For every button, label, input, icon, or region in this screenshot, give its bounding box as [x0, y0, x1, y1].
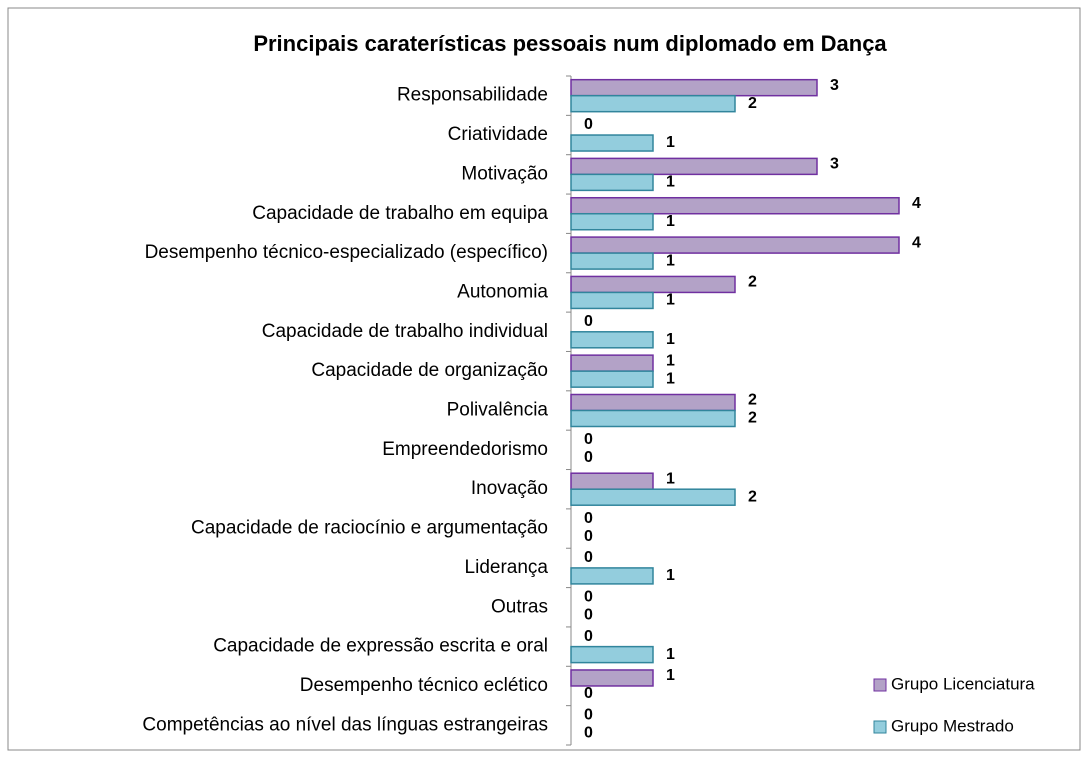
data-label: 0	[584, 628, 593, 645]
legend-label: Grupo Licenciatura	[891, 674, 1035, 693]
y-tick-label: Liderança	[465, 557, 549, 578]
bar	[570, 472, 654, 490]
data-label: 0	[584, 313, 593, 330]
data-label: 0	[584, 685, 593, 702]
data-label: 0	[584, 588, 593, 605]
data-label: 0	[584, 528, 593, 545]
data-label: 1	[666, 213, 675, 230]
data-label: 2	[748, 95, 757, 112]
data-label: 1	[666, 470, 675, 487]
y-tick-label: Motivação	[461, 163, 548, 184]
chart-title: Principais caraterísticas pessoais num d…	[253, 31, 887, 56]
data-label: 2	[748, 274, 757, 291]
y-tick-label: Polivalência	[447, 400, 549, 421]
y-tick-label: Empreendedorismo	[382, 439, 548, 460]
data-label: 2	[748, 410, 757, 427]
data-label: 0	[584, 725, 593, 742]
bar	[570, 370, 654, 388]
y-tick-label: Competências ao nível das línguas estran…	[142, 714, 548, 735]
bar	[570, 409, 736, 428]
y-tick-label: Capacidade de trabalho em equipa	[252, 203, 548, 224]
y-tick-label: Inovação	[471, 478, 548, 499]
data-label: 4	[912, 234, 921, 251]
y-tick-label: Capacidade de trabalho individual	[262, 321, 548, 342]
bar	[570, 78, 818, 97]
legend-swatch	[873, 720, 887, 734]
data-label: 2	[748, 392, 757, 409]
data-label: 0	[584, 707, 593, 724]
chart-border	[7, 7, 1081, 751]
bar	[570, 275, 736, 294]
data-label: 3	[830, 77, 839, 94]
bar	[570, 331, 654, 349]
y-tick-label: Capacidade de raciocínio e argumentação	[191, 518, 548, 539]
data-label: 0	[584, 449, 593, 466]
bar	[570, 157, 818, 176]
data-label: 1	[666, 667, 675, 684]
y-tick-label: Desempenho técnico eclético	[300, 675, 548, 696]
data-label: 1	[666, 292, 675, 309]
bar	[570, 173, 654, 192]
y-tick-label: Outras	[491, 596, 548, 617]
legend-swatch	[873, 678, 887, 692]
data-label: 0	[584, 431, 593, 448]
y-tick-label: Criatividade	[448, 124, 548, 145]
bar	[570, 669, 654, 687]
bar	[570, 645, 654, 664]
y-tick-label: Desempenho técnico-especializado (especí…	[145, 242, 548, 263]
bar	[570, 291, 654, 310]
data-label: 4	[912, 195, 921, 212]
data-label: 1	[666, 370, 675, 387]
data-label: 0	[584, 510, 593, 527]
bar	[570, 94, 736, 113]
data-label: 0	[584, 549, 593, 566]
bar	[570, 212, 654, 231]
data-label: 1	[666, 252, 675, 269]
data-label: 1	[666, 646, 675, 663]
data-label: 0	[584, 606, 593, 623]
data-label: 0	[584, 116, 593, 133]
data-label: 1	[666, 352, 675, 369]
y-tick-label: Responsabilidade	[397, 85, 548, 106]
bar	[570, 354, 654, 372]
y-tick-label: Capacidade de expressão escrita e oral	[213, 636, 548, 657]
bar	[570, 134, 654, 152]
bar	[570, 393, 736, 412]
data-label: 1	[666, 134, 675, 151]
legend-label: Grupo Mestrado	[891, 716, 1014, 735]
bar	[570, 236, 900, 254]
data-label: 1	[666, 567, 675, 584]
data-label: 2	[748, 488, 757, 505]
data-label: 3	[830, 156, 839, 173]
y-tick-label: Capacidade de organização	[311, 360, 548, 381]
bar	[570, 196, 900, 215]
data-label: 1	[666, 331, 675, 348]
bar	[570, 252, 654, 270]
y-tick-label: Autonomia	[457, 281, 548, 302]
bar	[570, 488, 736, 506]
bar	[570, 567, 654, 585]
data-label: 1	[666, 174, 675, 191]
